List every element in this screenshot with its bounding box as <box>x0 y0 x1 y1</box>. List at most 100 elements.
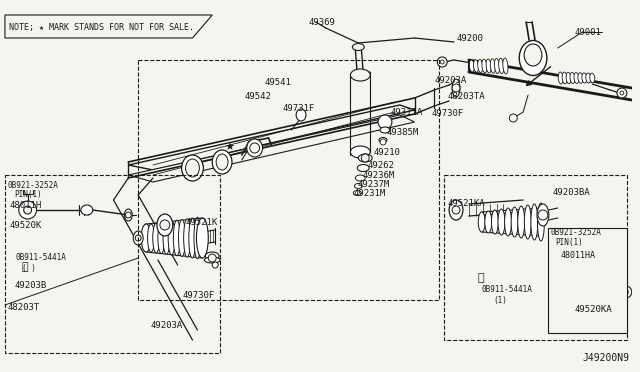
Ellipse shape <box>353 44 364 51</box>
Ellipse shape <box>163 222 170 254</box>
Ellipse shape <box>216 154 228 170</box>
Ellipse shape <box>380 127 390 133</box>
Ellipse shape <box>518 206 525 238</box>
Ellipse shape <box>562 72 567 84</box>
Ellipse shape <box>351 69 370 81</box>
Ellipse shape <box>538 203 545 241</box>
Text: PIN(1): PIN(1) <box>556 237 584 247</box>
Ellipse shape <box>485 211 492 233</box>
Ellipse shape <box>168 221 175 255</box>
Polygon shape <box>129 115 415 182</box>
Text: PIN(1): PIN(1) <box>14 189 42 199</box>
Text: Ⓝ: Ⓝ <box>477 273 484 283</box>
Circle shape <box>135 235 141 241</box>
Circle shape <box>208 254 216 262</box>
Ellipse shape <box>196 218 208 258</box>
Text: 49385M: 49385M <box>387 128 419 137</box>
Ellipse shape <box>537 204 549 226</box>
Polygon shape <box>5 15 212 38</box>
Ellipse shape <box>452 79 460 97</box>
Ellipse shape <box>498 209 505 235</box>
Ellipse shape <box>355 183 362 189</box>
Ellipse shape <box>379 138 387 142</box>
Ellipse shape <box>182 155 204 181</box>
Circle shape <box>611 263 621 273</box>
Text: 0B921-3252A: 0B921-3252A <box>8 180 59 189</box>
Polygon shape <box>129 105 415 170</box>
Circle shape <box>380 139 386 145</box>
Ellipse shape <box>449 200 463 220</box>
Ellipse shape <box>482 59 487 73</box>
Ellipse shape <box>157 214 173 236</box>
Ellipse shape <box>570 73 575 84</box>
Circle shape <box>125 212 131 218</box>
Text: 0B911-5441A: 0B911-5441A <box>16 253 67 263</box>
Text: 49542: 49542 <box>245 92 271 100</box>
Ellipse shape <box>584 260 591 266</box>
Text: 49203BA: 49203BA <box>553 187 591 196</box>
Ellipse shape <box>492 210 499 234</box>
Text: 0B921-3252A: 0B921-3252A <box>551 228 602 237</box>
Text: 0B911-5441A: 0B911-5441A <box>482 285 532 295</box>
Circle shape <box>378 115 392 129</box>
Ellipse shape <box>524 205 531 239</box>
Ellipse shape <box>499 58 504 74</box>
Circle shape <box>452 84 460 92</box>
Text: 49520K: 49520K <box>10 221 42 230</box>
Circle shape <box>452 206 460 214</box>
Text: 49231M: 49231M <box>353 189 386 198</box>
Circle shape <box>554 251 568 265</box>
Ellipse shape <box>524 44 542 66</box>
Ellipse shape <box>495 58 500 74</box>
Ellipse shape <box>124 209 132 221</box>
Ellipse shape <box>205 252 219 260</box>
Ellipse shape <box>590 73 595 83</box>
Text: 49001: 49001 <box>575 28 602 36</box>
Circle shape <box>557 255 564 261</box>
Circle shape <box>620 286 632 298</box>
Text: 49369: 49369 <box>309 17 336 26</box>
Ellipse shape <box>574 73 579 83</box>
Circle shape <box>362 154 369 162</box>
Ellipse shape <box>558 72 563 84</box>
FancyBboxPatch shape <box>548 228 627 333</box>
Ellipse shape <box>469 60 474 72</box>
Ellipse shape <box>578 73 583 83</box>
Text: 49521K: 49521K <box>186 218 218 227</box>
Text: 49731F: 49731F <box>282 103 315 112</box>
Text: 49210: 49210 <box>373 148 400 157</box>
Ellipse shape <box>204 257 220 263</box>
Circle shape <box>440 60 444 64</box>
Ellipse shape <box>189 218 196 258</box>
Text: 49200: 49200 <box>456 33 483 42</box>
Text: 49203B: 49203B <box>15 280 47 289</box>
Ellipse shape <box>490 59 495 73</box>
Circle shape <box>250 143 260 153</box>
Ellipse shape <box>568 266 577 273</box>
Ellipse shape <box>247 139 262 157</box>
Text: 48011H: 48011H <box>10 201 42 209</box>
Ellipse shape <box>504 208 511 236</box>
Ellipse shape <box>531 204 538 240</box>
Ellipse shape <box>141 224 151 252</box>
Ellipse shape <box>351 146 370 158</box>
Text: 49236M: 49236M <box>362 170 394 180</box>
Circle shape <box>437 57 447 67</box>
Text: 49203A: 49203A <box>435 76 467 84</box>
Ellipse shape <box>81 205 93 215</box>
Ellipse shape <box>474 60 479 72</box>
Ellipse shape <box>511 207 518 237</box>
Ellipse shape <box>486 59 491 73</box>
Text: (1): (1) <box>493 295 508 305</box>
Ellipse shape <box>353 190 362 196</box>
Text: 48011HA: 48011HA <box>561 250 596 260</box>
Ellipse shape <box>184 219 191 257</box>
Ellipse shape <box>296 109 306 121</box>
Text: 49311A: 49311A <box>391 108 423 116</box>
Ellipse shape <box>173 220 180 256</box>
Ellipse shape <box>133 231 143 245</box>
Circle shape <box>538 210 548 220</box>
Text: 49237M: 49237M <box>357 180 390 189</box>
Ellipse shape <box>478 212 485 232</box>
Circle shape <box>620 91 624 95</box>
